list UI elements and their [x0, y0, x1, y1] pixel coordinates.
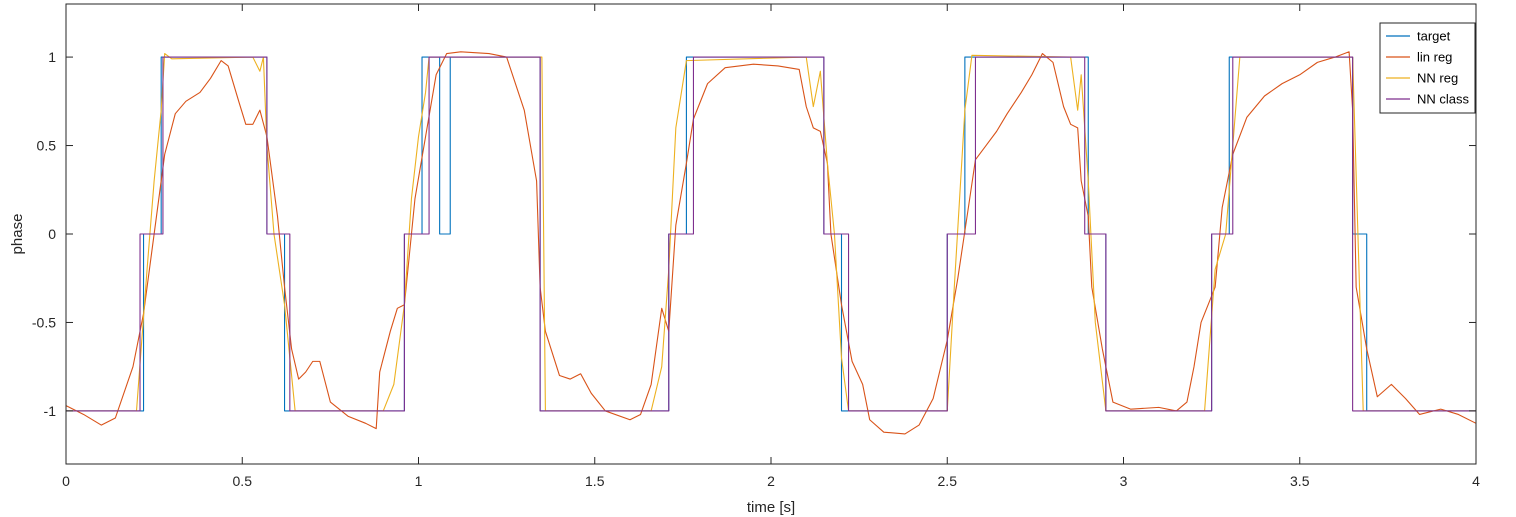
y-tick-label: 0: [48, 226, 56, 242]
x-tick-label: 2: [767, 473, 775, 489]
x-tick-label: 4: [1472, 473, 1480, 489]
x-axis-label: time [s]: [747, 499, 795, 516]
legend: target lin reg NN reg NN class: [1379, 22, 1476, 114]
legend-label: NN class: [1417, 92, 1470, 107]
series-line-lin-reg: [66, 51, 1476, 435]
series-line-NN-class: [66, 56, 1476, 412]
series-layer: [66, 51, 1476, 435]
x-tick-label: 2.5: [938, 473, 958, 489]
axes-layer: 0 0.5 1 1.5 2 2.5 3 3.5 4 -1 -0.5 0 0.5 1: [32, 3, 1480, 489]
x-tick-label: 0: [62, 473, 70, 489]
x-tick-label: 1.5: [585, 473, 605, 489]
y-tick-label: 1: [48, 49, 56, 65]
x-tick-label: 3.5: [1290, 473, 1310, 489]
y-axis-label: phase: [9, 214, 26, 255]
y-tick-label: -1: [44, 403, 57, 419]
y-tick-label: 0.5: [37, 138, 57, 154]
legend-label: lin reg: [1417, 50, 1452, 65]
plot-background: [66, 4, 1476, 464]
legend-label: target: [1417, 29, 1451, 44]
x-tick-label: 0.5: [233, 473, 253, 489]
legend-label: NN reg: [1417, 71, 1458, 86]
legend-box: [1379, 22, 1476, 114]
x-tick-label: 1: [415, 473, 423, 489]
plot-area: [66, 4, 1476, 464]
x-tick-label: 3: [1120, 473, 1128, 489]
series-line-NN-reg: [66, 52, 1476, 412]
y-tick-label: -0.5: [32, 314, 56, 330]
